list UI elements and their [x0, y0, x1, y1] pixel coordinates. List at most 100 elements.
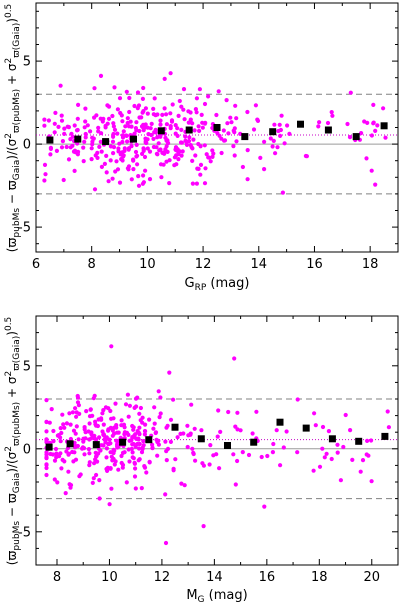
- data-point: [66, 157, 72, 162]
- data-point: [145, 111, 150, 116]
- data-point: [179, 481, 184, 486]
- data-point: [168, 71, 173, 76]
- data-point: [111, 447, 116, 452]
- chart-panel-bottom: 8 10 12 14 16 18 20 -5 0 5 MG (mag) (ϖpubMs − ϖGa…: [4, 315, 399, 603]
- data-point: [110, 113, 115, 119]
- data-point: [105, 121, 110, 126]
- data-point: [60, 139, 65, 144]
- data-point: [140, 96, 145, 101]
- data-point: [198, 172, 203, 177]
- y-tick-label: -5: [18, 221, 31, 236]
- data-point: [173, 457, 178, 462]
- data-point: [158, 134, 163, 139]
- data-point: [125, 392, 130, 397]
- data-point: [313, 423, 318, 428]
- data-point: [146, 132, 151, 137]
- data-point: [76, 102, 81, 107]
- data-point: [125, 139, 130, 144]
- data-point: [102, 161, 107, 166]
- data-point: [126, 164, 132, 169]
- data-point: [56, 124, 61, 129]
- data-point: [137, 425, 142, 430]
- data-point: [173, 123, 178, 128]
- data-point: [179, 153, 184, 158]
- data-point: [44, 419, 49, 424]
- data-point: [194, 96, 199, 101]
- data-point: [158, 411, 163, 416]
- data-point: [317, 120, 322, 125]
- x-tick-label: 6: [32, 257, 40, 272]
- data-point: [259, 454, 264, 460]
- data-point: [139, 115, 144, 120]
- data-point: [142, 154, 148, 160]
- x-tick-label: 20: [363, 570, 380, 585]
- binned-mean-marker: [276, 418, 284, 426]
- data-point: [158, 147, 163, 152]
- data-point: [381, 106, 386, 111]
- data-point: [62, 425, 67, 430]
- data-point: [88, 407, 93, 412]
- data-point: [70, 410, 75, 415]
- data-point: [115, 131, 120, 136]
- axis-ticks: 6 8 10 12 14 16 18 -5 0 5: [18, 3, 399, 272]
- data-point: [203, 120, 208, 125]
- binned-mean-marker: [46, 136, 54, 144]
- data-point: [189, 402, 194, 407]
- data-point: [105, 465, 110, 470]
- data-point: [67, 411, 72, 416]
- data-point: [136, 103, 142, 108]
- data-point: [163, 439, 168, 444]
- data-point: [317, 464, 323, 469]
- data-point: [122, 450, 127, 455]
- data-point: [175, 133, 180, 138]
- data-point: [273, 151, 278, 156]
- data-point: [265, 453, 270, 459]
- x-tick-label: 10: [139, 257, 156, 272]
- data-point: [214, 112, 219, 118]
- data-point: [75, 116, 80, 121]
- data-point: [203, 166, 208, 171]
- data-point: [304, 154, 309, 159]
- data-point: [338, 478, 343, 483]
- data-point: [143, 139, 148, 144]
- binned-mean-marker: [66, 440, 74, 448]
- data-point: [116, 149, 121, 154]
- data-point: [92, 187, 98, 192]
- data-point: [168, 111, 173, 116]
- data-point: [371, 121, 376, 126]
- data-point: [279, 113, 284, 118]
- binned-mean-marker: [302, 424, 310, 432]
- binned-mean-marker: [328, 435, 336, 443]
- data-point: [83, 135, 88, 140]
- data-point: [229, 120, 234, 125]
- data-point: [199, 428, 204, 433]
- data-point: [133, 486, 138, 491]
- binned-mean-marker: [213, 124, 221, 131]
- data-point: [120, 158, 125, 163]
- data-point: [142, 428, 148, 434]
- data-point: [112, 85, 117, 90]
- data-point: [151, 106, 156, 111]
- data-point: [60, 412, 65, 417]
- data-point: [93, 457, 98, 462]
- data-point: [369, 479, 374, 484]
- y-axis-label: (ϖpubMs − ϖGaia)/(σ2ϖ(pubMs) + σ2ϖ(Gaia)…: [4, 317, 22, 566]
- data-point: [226, 131, 231, 136]
- data-point: [221, 128, 226, 133]
- data-point: [192, 426, 197, 431]
- data-point: [70, 134, 75, 139]
- data-point: [162, 106, 167, 111]
- data-point: [46, 118, 52, 123]
- data-point: [44, 438, 49, 443]
- data-point: [216, 408, 221, 413]
- data-point: [109, 486, 114, 491]
- data-point: [224, 98, 229, 103]
- data-point: [126, 124, 132, 129]
- data-point: [44, 455, 49, 460]
- data-point: [103, 405, 108, 410]
- x-tick-label: 12: [195, 257, 212, 272]
- data-point: [54, 451, 59, 456]
- data-point: [186, 109, 191, 114]
- data-point: [47, 420, 52, 425]
- data-point: [127, 403, 132, 408]
